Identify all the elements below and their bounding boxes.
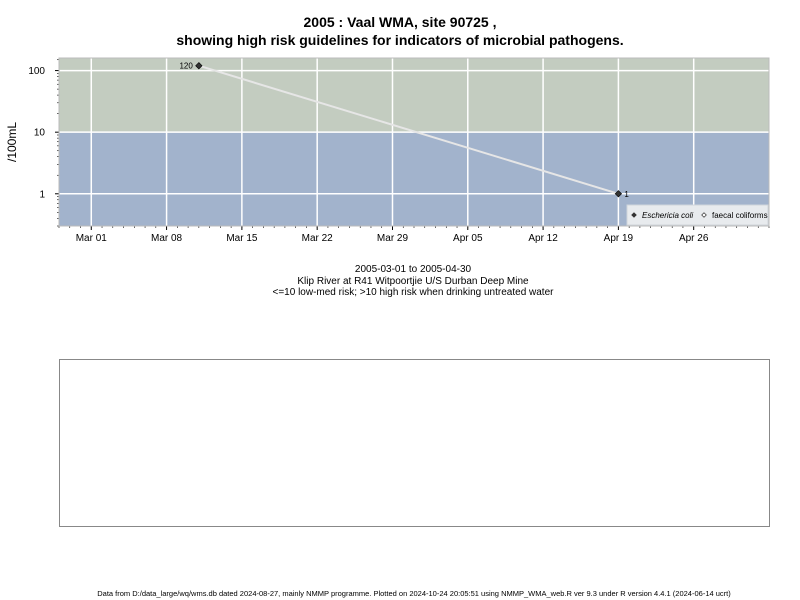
legend-marker-faecal-coliforms	[701, 212, 707, 218]
chart-title-line2: showing high risk guidelines for indicat…	[176, 32, 624, 48]
series-line-e-coli	[198, 64, 619, 195]
x-tick-label: Apr 19	[604, 233, 634, 244]
subtitle-date-range: 2005-03-01 to 2005-04-30	[354, 264, 472, 275]
y-tick-label: 10	[34, 128, 46, 139]
legend-box	[626, 204, 769, 226]
x-tick-label: Mar 01	[76, 233, 108, 244]
y-tick-label: 100	[28, 66, 45, 77]
x-tick-label: Mar 08	[151, 233, 183, 244]
legend-marker-e-coli	[631, 212, 637, 218]
chart-plot: Mar 01 Mar 08 Mar 15 Mar 22 Mar 29 Apr 05 Apr …	[28, 57, 770, 244]
subtitle-guideline: <=10 low-med risk; >10 high risk when dr…	[272, 287, 554, 298]
empty-plot-panel	[59, 359, 770, 527]
subtitle-site: Klip River at R41 Witpoortjie U/S Durban…	[297, 276, 529, 287]
x-tick-label: Apr 12	[528, 233, 558, 244]
x-tick-label: Mar 15	[226, 233, 258, 244]
legend-label-e-coli: Eschericia coli	[642, 211, 693, 220]
data-point	[614, 190, 623, 198]
x-tick-label: Mar 29	[377, 233, 409, 244]
plot-frame	[58, 57, 770, 227]
data-point	[195, 62, 203, 70]
chart-title-line1: 2005 : Vaal WMA, site 90725 ,	[303, 14, 497, 30]
footer-note: Data from D:/data_large/wq/wms.db dated …	[97, 589, 731, 598]
high-risk-band	[59, 58, 769, 133]
data-label: 120	[179, 62, 193, 71]
x-tick-label: Apr 26	[679, 233, 709, 244]
y-tick-label: 1	[39, 189, 45, 200]
data-label: 1	[624, 190, 629, 199]
x-tick-label: Mar 22	[302, 233, 334, 244]
x-tick-label: Apr 05	[453, 233, 483, 244]
legend-label-faecal-coliforms: faecal coliforms	[712, 211, 768, 220]
